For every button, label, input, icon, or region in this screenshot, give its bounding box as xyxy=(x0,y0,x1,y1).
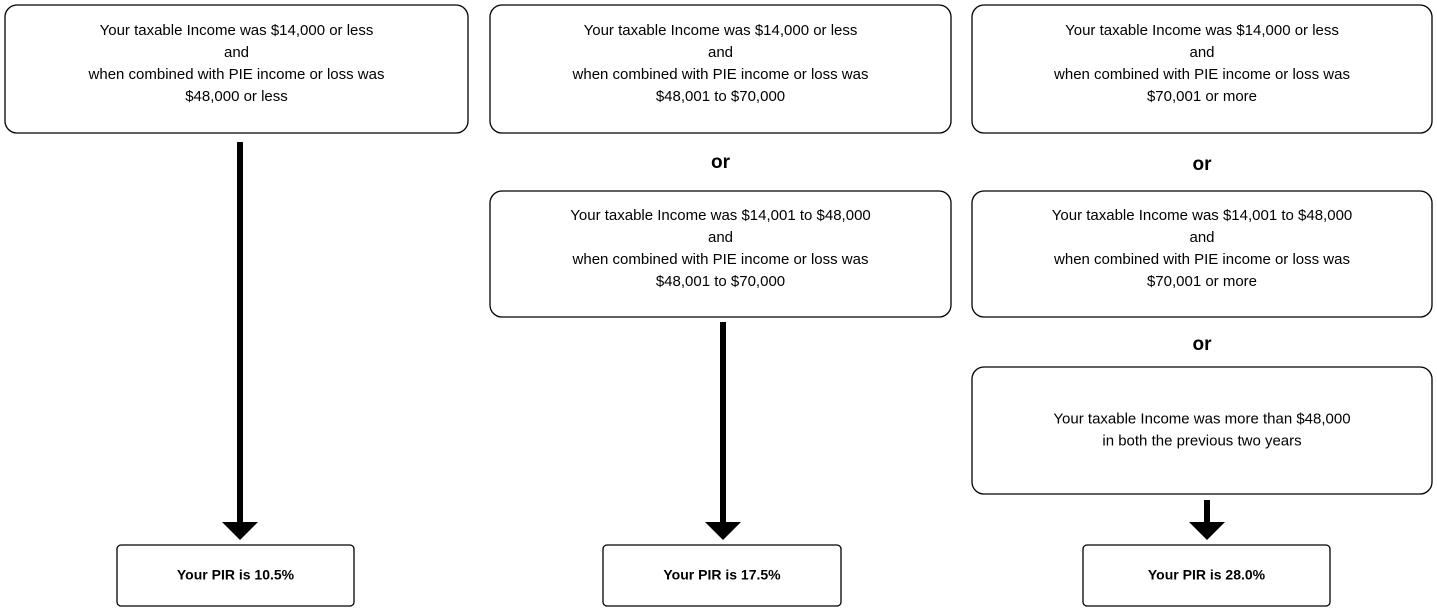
condition-text: and xyxy=(224,44,249,61)
condition-box xyxy=(971,366,1433,495)
condition-text: and xyxy=(1189,229,1214,246)
condition-text: in both the previous two years xyxy=(1102,432,1301,449)
arrow-head xyxy=(705,522,741,540)
condition-box xyxy=(971,190,1433,318)
condition-text: when combined with PIE income or loss wa… xyxy=(1053,251,1350,268)
condition-text: when combined with PIE income or loss wa… xyxy=(1053,66,1350,83)
result-text: Your PIR is 28.0% xyxy=(1148,567,1266,583)
condition-text: and xyxy=(708,229,733,246)
condition-text: when combined with PIE income or loss wa… xyxy=(572,251,869,268)
condition-text: Your taxable Income was $14,001 to $48,0… xyxy=(570,207,871,224)
condition-text: Your taxable Income was $14,000 or less xyxy=(584,22,858,39)
or-label: or xyxy=(1193,154,1213,175)
condition-text: when combined with PIE income or loss wa… xyxy=(88,66,385,83)
or-label: or xyxy=(711,152,731,173)
result-text: Your PIR is 17.5% xyxy=(663,567,781,583)
condition-box xyxy=(4,4,469,134)
condition-text: $48,000 or less xyxy=(185,88,288,105)
condition-text: Your taxable Income was $14,001 to $48,0… xyxy=(1052,207,1353,224)
result-text: Your PIR is 10.5% xyxy=(177,567,295,583)
condition-box xyxy=(489,4,952,134)
condition-text: $48,001 to $70,000 xyxy=(656,273,785,290)
result-box xyxy=(602,544,842,607)
arrow-head xyxy=(1189,522,1225,540)
condition-text: Your taxable Income was $14,000 or less xyxy=(100,22,374,39)
condition-text: when combined with PIE income or loss wa… xyxy=(572,66,869,83)
condition-text: Your taxable Income was more than $48,00… xyxy=(1053,410,1350,427)
condition-text: Your taxable Income was $14,000 or less xyxy=(1065,22,1339,39)
result-box xyxy=(1082,544,1331,607)
condition-text: $70,001 or more xyxy=(1147,273,1257,290)
condition-text: and xyxy=(708,44,733,61)
condition-box xyxy=(489,190,952,318)
or-label: or xyxy=(1193,334,1213,355)
condition-text: $48,001 to $70,000 xyxy=(656,88,785,105)
condition-text: and xyxy=(1189,44,1214,61)
arrow-head xyxy=(222,522,258,540)
condition-box xyxy=(971,4,1433,134)
result-box xyxy=(116,544,355,607)
condition-text: $70,001 or more xyxy=(1147,88,1257,105)
